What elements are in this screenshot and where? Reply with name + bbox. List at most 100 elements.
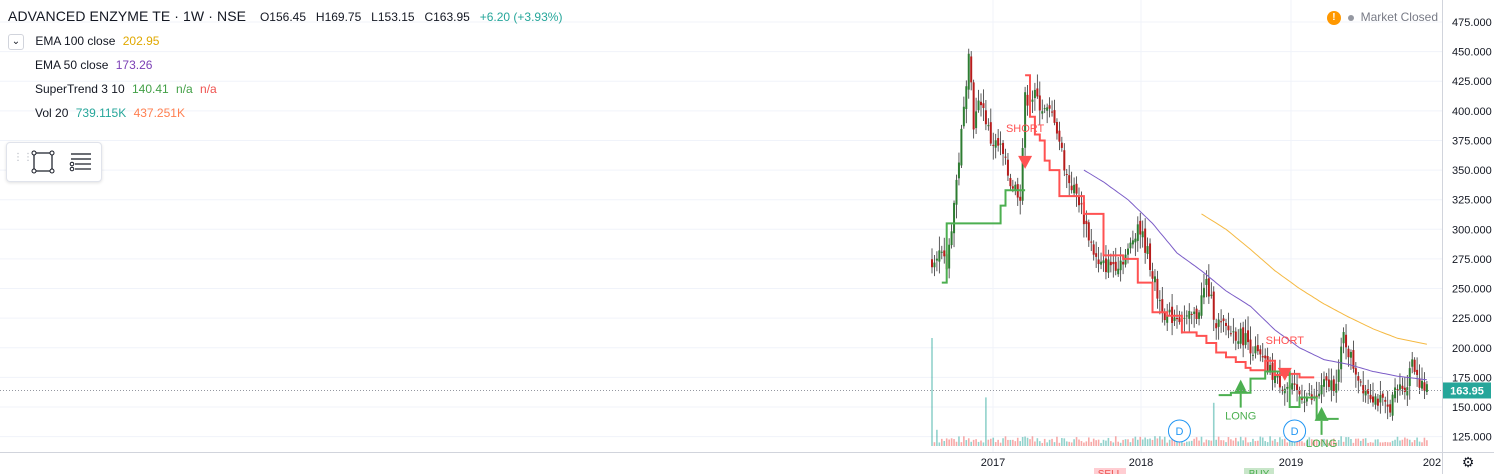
volume-bar bbox=[1171, 438, 1173, 446]
candle-body bbox=[1251, 354, 1254, 356]
volume-bar bbox=[1408, 439, 1411, 446]
volume-bar bbox=[1100, 442, 1102, 446]
candle-body bbox=[1205, 278, 1208, 285]
candle-body bbox=[1237, 341, 1240, 344]
volume-bar bbox=[1259, 436, 1262, 446]
candle-body bbox=[1345, 334, 1348, 348]
candle-body bbox=[1278, 373, 1281, 388]
candle-body bbox=[1161, 299, 1164, 314]
legend-volume[interactable]: Vol 20 739.115K 437.251K bbox=[35, 104, 185, 122]
candle-body bbox=[957, 162, 960, 179]
volume-bar bbox=[1340, 436, 1342, 446]
candle-body bbox=[1379, 395, 1382, 403]
candle-body bbox=[931, 259, 933, 268]
volume-bar bbox=[1048, 439, 1051, 446]
volume-bar bbox=[1286, 442, 1289, 446]
volume-bar bbox=[1374, 439, 1377, 446]
volume-bar bbox=[1043, 438, 1046, 446]
candle-body bbox=[1217, 319, 1220, 327]
volume-bar bbox=[1296, 439, 1298, 446]
candle-body bbox=[962, 106, 965, 127]
candle-body bbox=[1247, 330, 1250, 343]
volume-bar bbox=[1249, 442, 1252, 446]
volume-bar bbox=[1281, 439, 1284, 446]
collapse-legend-icon[interactable]: ⌄ bbox=[8, 33, 24, 50]
candle-body bbox=[1019, 196, 1022, 201]
volume-bar bbox=[1124, 439, 1127, 446]
volume-bar bbox=[1036, 438, 1039, 446]
candle-body bbox=[1109, 261, 1112, 266]
ohlc-high: H169.75 bbox=[315, 10, 362, 24]
volume-bar bbox=[1144, 437, 1146, 446]
volume-bar bbox=[1119, 442, 1122, 446]
candle-body bbox=[1215, 323, 1218, 329]
price-tick-label: 125.000 bbox=[1452, 432, 1492, 444]
candle-body bbox=[967, 53, 970, 90]
dividend-marker-icon bbox=[1283, 419, 1307, 443]
candle-body bbox=[1006, 159, 1009, 176]
volume-bar bbox=[1190, 440, 1193, 446]
volume-bar bbox=[953, 439, 955, 446]
candle-body bbox=[1065, 174, 1068, 176]
volume-bar bbox=[1014, 441, 1017, 446]
volume-bar bbox=[950, 438, 953, 446]
candle-body bbox=[1127, 248, 1129, 255]
volume-bar bbox=[1068, 441, 1070, 446]
legend-supertrend[interactable]: SuperTrend 3 10 140.41 n/a n/a bbox=[35, 80, 217, 98]
volume-bar bbox=[1046, 442, 1048, 446]
legend-ema100[interactable]: ⌄ EMA 100 close 202.95 bbox=[8, 32, 159, 50]
volume-bar bbox=[960, 442, 963, 446]
ohlc-change: +6.20 (+3.93%) bbox=[479, 10, 563, 24]
volume-bar bbox=[1230, 439, 1232, 446]
candle-body bbox=[1337, 369, 1340, 382]
long-signal-arrow bbox=[1233, 379, 1248, 394]
candle-body bbox=[1173, 317, 1176, 321]
volume-bar bbox=[1012, 439, 1014, 446]
volume-bar bbox=[972, 439, 975, 446]
legend-ema100-name: EMA 100 close bbox=[35, 34, 116, 48]
volume-bar bbox=[1134, 436, 1137, 446]
candle-body bbox=[960, 128, 963, 166]
settings-lines-icon[interactable] bbox=[67, 148, 95, 176]
volume-bar bbox=[1205, 439, 1208, 446]
candle-body bbox=[1136, 224, 1139, 241]
candle-body bbox=[994, 140, 997, 148]
volume-bar bbox=[1183, 442, 1186, 446]
volume-bar bbox=[1007, 439, 1009, 446]
candle-body bbox=[1298, 389, 1301, 395]
volume-bar bbox=[1220, 440, 1222, 446]
volume-bar bbox=[1026, 437, 1029, 446]
chart-settings-icon[interactable]: ⚙ bbox=[1462, 455, 1475, 471]
drag-handle-icon[interactable]: ⋮⋮ bbox=[13, 152, 33, 163]
candle-body bbox=[1063, 150, 1066, 171]
volume-bar bbox=[1222, 440, 1225, 446]
volume-bar bbox=[1288, 440, 1291, 446]
candle-body bbox=[1281, 389, 1284, 391]
candle-body bbox=[982, 103, 985, 108]
candle-body bbox=[1308, 393, 1311, 395]
volume-bar bbox=[1377, 439, 1379, 446]
volume-bar bbox=[1139, 436, 1142, 446]
candle-body bbox=[1323, 379, 1325, 387]
candle-body bbox=[1411, 359, 1414, 367]
warning-icon[interactable]: ! bbox=[1326, 10, 1341, 25]
legend-ema50[interactable]: EMA 50 close 173.26 bbox=[35, 56, 152, 74]
volume-bar bbox=[1301, 441, 1303, 446]
rectangle-tool-icon[interactable] bbox=[29, 148, 57, 176]
volume-bar bbox=[931, 338, 933, 446]
candle-body bbox=[1229, 333, 1232, 335]
volume-bar bbox=[992, 437, 995, 446]
candle-body bbox=[1038, 95, 1041, 111]
candle-body bbox=[1078, 195, 1080, 206]
candle-body bbox=[1261, 356, 1264, 358]
volume-bar bbox=[965, 440, 968, 446]
price-tick-label: 200.000 bbox=[1452, 343, 1492, 355]
dividend-marker-label: D bbox=[1291, 426, 1299, 438]
candle-body bbox=[1244, 333, 1247, 345]
volume-bar bbox=[1284, 438, 1286, 446]
candle-body bbox=[1026, 94, 1029, 106]
symbol-header: ADVANCED ENZYME TE · 1W · NSE O156.45 H1… bbox=[8, 8, 562, 24]
market-status: ! Market Closed bbox=[1326, 10, 1438, 25]
status-dot-icon bbox=[1348, 14, 1355, 21]
